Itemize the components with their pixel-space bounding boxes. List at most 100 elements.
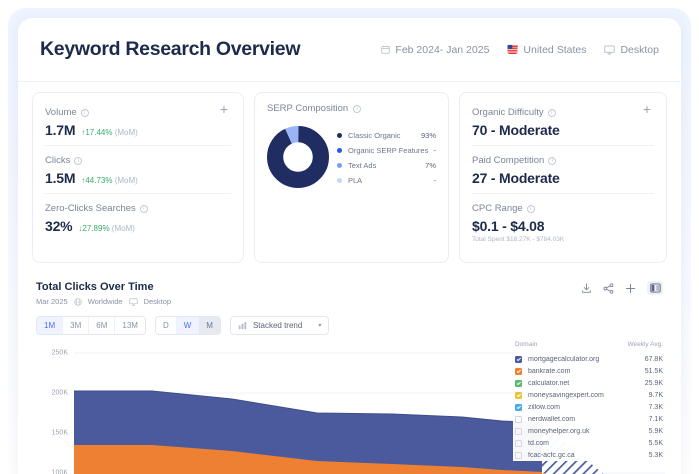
- legend-checkbox[interactable]: [515, 379, 522, 387]
- metric-clicks-value: 1.5M: [45, 170, 76, 186]
- metric-organic-difficulty-label-text: Organic Difficulty: [472, 107, 544, 118]
- serp-legend-item[interactable]: Organic SERP Features -: [337, 146, 436, 155]
- metric-zero-clicks-label-text: Zero-Clicks Searches: [45, 203, 136, 214]
- donut-slice-text-ads: [267, 126, 329, 188]
- legend-avg: 5.9K: [648, 427, 663, 435]
- metric-clicks-period: (MoM): [114, 176, 138, 185]
- granularity-segmented-control: D W M: [154, 316, 221, 335]
- serp-legend-item[interactable]: PLA -: [337, 176, 436, 185]
- legend-domain: mortgagecalculator.org: [528, 355, 600, 363]
- legend-avg: 5.3K: [648, 451, 663, 459]
- chart-device-label: Desktop: [143, 297, 172, 306]
- range-button-3m[interactable]: 3M: [63, 317, 90, 334]
- serp-legend-value: -: [433, 146, 437, 155]
- download-icon[interactable]: [581, 282, 592, 294]
- serp-legend-label: Classic Organic: [348, 131, 401, 140]
- granularity-button-w[interactable]: W: [176, 317, 200, 334]
- device-filter[interactable]: Desktop: [604, 44, 659, 56]
- legend-row[interactable]: zillow.com 7.3K: [513, 401, 665, 413]
- legend-checkbox[interactable]: [515, 391, 522, 399]
- legend-domain: bankrate.com: [528, 367, 571, 375]
- range-button-1m[interactable]: 1M: [37, 317, 64, 334]
- legend-checkbox[interactable]: [515, 403, 522, 411]
- time-range-segmented-control: 1M 3M 6M 13M: [36, 316, 146, 335]
- legend-checkbox[interactable]: [515, 355, 522, 363]
- legend-row[interactable]: nerdwallet.com 7.1K: [513, 413, 665, 425]
- info-icon[interactable]: i: [548, 156, 557, 165]
- add-volume-widget-button[interactable]: +: [219, 101, 229, 117]
- legend-avg: 67.8K: [644, 355, 663, 363]
- legend-color-dot: [337, 148, 342, 153]
- legend-checkbox[interactable]: [515, 439, 522, 447]
- legend-header-domain: Domain: [515, 341, 538, 348]
- series-area-bankrate: [74, 445, 542, 474]
- metric-volume-period: (MoM): [114, 128, 138, 137]
- legend-row[interactable]: td.com 5.5K: [513, 437, 665, 449]
- legend-row[interactable]: moneyhelper.org.uk 5.9K: [513, 425, 665, 437]
- metric-cpc-range: CPC Range i $0.1 - $4.08 Total Spent $18…: [472, 193, 654, 250]
- legend-checkbox[interactable]: [515, 427, 522, 435]
- desktop-icon: [604, 44, 616, 55]
- y-tick-label: 250K: [51, 349, 68, 357]
- chart-icon: [238, 321, 247, 330]
- legend-color-dot: [337, 178, 342, 183]
- serp-legend-label: Text Ads: [348, 161, 377, 170]
- metric-volume-label-text: Volume: [45, 107, 77, 118]
- legend-checkbox[interactable]: [515, 451, 522, 459]
- metric-volume-label: Volume i: [45, 107, 231, 118]
- serp-composition-title-text: SERP Composition: [267, 103, 349, 114]
- metric-zero-clicks: Zero-Clicks Searches i 32% ↓27.89% (MoM): [45, 193, 231, 241]
- legend-domain: zillow.com: [528, 403, 560, 411]
- legend-domain: calculator.net: [528, 379, 570, 387]
- country-filter[interactable]: United States: [507, 44, 586, 56]
- serp-legend-item[interactable]: Text Ads 7%: [337, 161, 436, 170]
- serp-legend-value: 7%: [425, 161, 436, 170]
- serp-legend-label: Organic SERP Features: [348, 146, 429, 155]
- info-icon[interactable]: i: [547, 108, 556, 117]
- serp-legend-item[interactable]: Classic Organic 93%: [337, 131, 436, 140]
- metric-volume-delta: ↑17.44% (MoM): [81, 128, 137, 137]
- legend-row[interactable]: fcac-acfc.gc.ca 5.3K: [513, 449, 665, 461]
- serp-legend-value: -: [433, 176, 437, 185]
- chart-toolbar: [581, 281, 663, 295]
- legend-checkbox[interactable]: [515, 415, 522, 423]
- serp-donut-chart: [267, 126, 329, 188]
- legend-row[interactable]: bankrate.com 51.5K: [513, 365, 665, 377]
- share-icon[interactable]: [603, 282, 614, 294]
- granularity-button-d[interactable]: D: [156, 317, 177, 334]
- add-difficulty-widget-button[interactable]: +: [642, 101, 652, 117]
- granularity-button-m[interactable]: M: [199, 317, 220, 334]
- range-button-6m[interactable]: 6M: [89, 317, 116, 334]
- flag-us-icon: [507, 44, 519, 55]
- legend-row[interactable]: mortgagecalculator.org 67.8K: [513, 353, 665, 365]
- globe-icon: [74, 297, 82, 306]
- info-icon[interactable]: i: [139, 204, 148, 213]
- range-button-13m[interactable]: 13M: [122, 321, 138, 330]
- info-icon[interactable]: i: [74, 156, 83, 165]
- chart-title: Total Clicks Over Time: [36, 281, 154, 293]
- serp-legend-value: 93%: [420, 131, 436, 140]
- info-icon[interactable]: i: [353, 104, 362, 113]
- metric-clicks-label: Clicks i: [45, 155, 231, 166]
- serp-legend-label: PLA: [348, 176, 363, 185]
- metric-clicks-delta-text: ↑44.73%: [81, 176, 113, 185]
- info-icon[interactable]: i: [526, 204, 535, 213]
- date-range-filter[interactable]: Feb 2024- Jan 2025: [381, 44, 489, 56]
- chart-controls: 1M 3M 6M 13M D W M Stacked tren: [36, 316, 667, 335]
- plus-icon[interactable]: [625, 283, 636, 294]
- legend-checkbox[interactable]: [515, 367, 522, 375]
- metric-paid-competition: Paid Competition i 27 - Moderate: [472, 145, 654, 193]
- legend-avg: 5.5K: [648, 439, 663, 447]
- legend-row[interactable]: calculator.net 25.9K: [513, 377, 665, 389]
- y-tick-label: 200K: [51, 389, 68, 397]
- trend-type-dropdown[interactable]: Stacked trend ▾: [229, 316, 330, 335]
- metric-volume-value: 1.7M: [45, 122, 76, 138]
- metric-zero-clicks-period: (MoM): [111, 224, 135, 233]
- legend-row[interactable]: moneysavingexpert.com 9.7K: [513, 389, 665, 401]
- table-view-icon[interactable]: [647, 281, 663, 295]
- info-icon[interactable]: i: [80, 108, 89, 117]
- metric-paid-competition-value: 27 - Moderate: [472, 170, 560, 186]
- metric-zero-clicks-label: Zero-Clicks Searches i: [45, 203, 231, 214]
- legend-domain: moneyhelper.org.uk: [528, 427, 590, 435]
- country-label: United States: [523, 43, 587, 56]
